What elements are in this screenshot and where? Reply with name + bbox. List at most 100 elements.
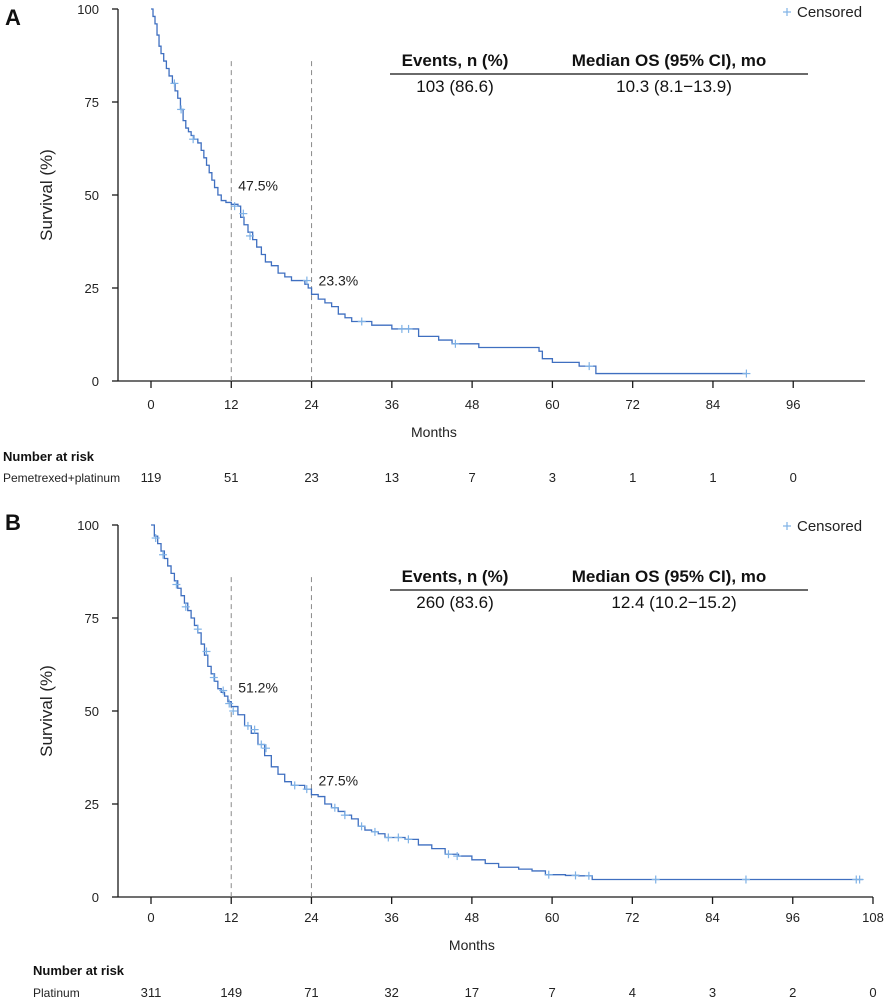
censor-mark bbox=[209, 673, 218, 682]
risk-count: 3 bbox=[549, 470, 556, 485]
censor-mark bbox=[384, 833, 393, 842]
y-tick-label: 75 bbox=[85, 611, 99, 626]
legend: Censored bbox=[783, 4, 862, 21]
censor-mark bbox=[177, 105, 186, 114]
censor-mark bbox=[230, 202, 239, 211]
risk-count: 71 bbox=[304, 985, 318, 1000]
risk-count: 7 bbox=[469, 470, 476, 485]
table-header-median-os: Median OS (95% CI), mo bbox=[572, 567, 767, 586]
censor-mark bbox=[444, 850, 453, 859]
risk-count: 311 bbox=[141, 985, 162, 1000]
risk-count: 119 bbox=[141, 470, 162, 485]
censor-mark bbox=[193, 625, 202, 634]
x-tick-label: 84 bbox=[706, 397, 720, 412]
summary-table: Events, n (%) Median OS (95% CI), mo 260 (… bbox=[390, 567, 808, 612]
censor-mark bbox=[741, 875, 750, 884]
censor-mark bbox=[544, 870, 553, 879]
x-tick-label: 48 bbox=[465, 910, 479, 925]
y-tick-label: 50 bbox=[85, 704, 99, 719]
x-tick-label: 60 bbox=[545, 910, 559, 925]
y-tick-label: 0 bbox=[92, 374, 99, 389]
censor-mark bbox=[742, 369, 751, 378]
risk-count: 23 bbox=[304, 470, 318, 485]
y-tick-label: 25 bbox=[85, 281, 99, 296]
censor-mark bbox=[370, 827, 379, 836]
censored-legend-icon bbox=[783, 8, 791, 16]
censor-mark bbox=[340, 811, 349, 820]
censor-mark bbox=[357, 822, 366, 831]
legend-label: Censored bbox=[797, 4, 862, 21]
censor-mark bbox=[243, 721, 252, 730]
legend: Censored bbox=[783, 518, 862, 535]
censor-mark bbox=[651, 875, 660, 884]
table-header-events: Events, n (%) bbox=[402, 51, 509, 70]
risk-table-title: Number at risk bbox=[3, 449, 95, 464]
censor-mark bbox=[394, 833, 403, 842]
x-tick-label: 60 bbox=[545, 397, 559, 412]
y-tick-label: 0 bbox=[92, 890, 99, 905]
risk-count: 51 bbox=[224, 470, 238, 485]
risk-count: 7 bbox=[548, 985, 555, 1000]
censor-mark bbox=[250, 725, 259, 734]
x-tick-label: 36 bbox=[384, 910, 398, 925]
survival-annotation-12mo: 47.5% bbox=[238, 177, 278, 193]
legend-label: Censored bbox=[797, 518, 862, 535]
table-value-median-os: 10.3 (8.1−13.9) bbox=[616, 77, 732, 96]
censor-mark bbox=[290, 781, 299, 790]
survival-annotation-24mo: 23.3% bbox=[319, 272, 359, 288]
number-at-risk: Number at risk Pemetrexed+platinum 119 51 23… bbox=[3, 449, 797, 485]
x-tick-label: 0 bbox=[147, 397, 154, 412]
y-tick-label: 100 bbox=[77, 2, 99, 17]
x-tick-label: 96 bbox=[786, 910, 800, 925]
survival-curve bbox=[151, 8, 747, 375]
risk-row-label: Pemetrexed+platinum bbox=[3, 471, 120, 485]
risk-count: 149 bbox=[220, 985, 242, 1000]
survival-annotation-24mo: 27.5% bbox=[318, 773, 358, 789]
censor-mark bbox=[451, 339, 460, 348]
censor-mark bbox=[397, 324, 406, 333]
censor-mark bbox=[225, 699, 234, 708]
censor-mark bbox=[181, 602, 190, 611]
x-tick-label: 0 bbox=[147, 910, 154, 925]
panel-letter: B bbox=[5, 510, 21, 535]
table-value-events: 260 (83.6) bbox=[416, 593, 494, 612]
censor-mark bbox=[229, 707, 238, 715]
summary-table: Events, n (%) Median OS (95% CI), mo 103 (… bbox=[390, 51, 808, 96]
risk-count: 0 bbox=[790, 470, 797, 485]
x-tick-label: 72 bbox=[625, 397, 639, 412]
censor-mark bbox=[357, 317, 366, 326]
risk-row-label: Platinum bbox=[33, 986, 80, 1000]
x-tick-label: 12 bbox=[224, 397, 238, 412]
censor-mark bbox=[404, 835, 413, 844]
x-tick-label: 48 bbox=[465, 397, 479, 412]
censor-mark bbox=[257, 740, 266, 749]
panel-a: A 0 25 50 75 100 0 12 24 36 48 60 72 84 96 Survival (%)… bbox=[3, 2, 865, 485]
censor-mark bbox=[189, 135, 198, 144]
x-tick-label: 108 bbox=[862, 910, 884, 925]
y-tick-label: 50 bbox=[85, 188, 99, 203]
x-tick-label: 12 bbox=[224, 910, 238, 925]
x-tick-label: 36 bbox=[385, 397, 399, 412]
risk-count: 32 bbox=[384, 985, 398, 1000]
x-axis-label: Months bbox=[411, 424, 457, 440]
censor-mark bbox=[453, 852, 462, 861]
censor-mark bbox=[404, 324, 413, 333]
risk-count: 1 bbox=[629, 470, 636, 485]
x-tick-label: 96 bbox=[786, 397, 800, 412]
censor-mark bbox=[151, 534, 160, 543]
x-tick-label: 24 bbox=[304, 910, 318, 925]
risk-table-title: Number at risk bbox=[33, 963, 125, 978]
y-axis-label: Survival (%) bbox=[37, 149, 56, 241]
table-value-median-os: 12.4 (10.2−15.2) bbox=[611, 593, 736, 612]
censor-mark bbox=[585, 362, 594, 371]
censor-mark bbox=[159, 550, 168, 559]
risk-count: 2 bbox=[789, 985, 796, 1000]
y-tick-label: 75 bbox=[85, 95, 99, 110]
censor-mark bbox=[302, 785, 311, 794]
y-tick-label: 100 bbox=[77, 518, 99, 533]
y-tick-label: 25 bbox=[85, 797, 99, 812]
